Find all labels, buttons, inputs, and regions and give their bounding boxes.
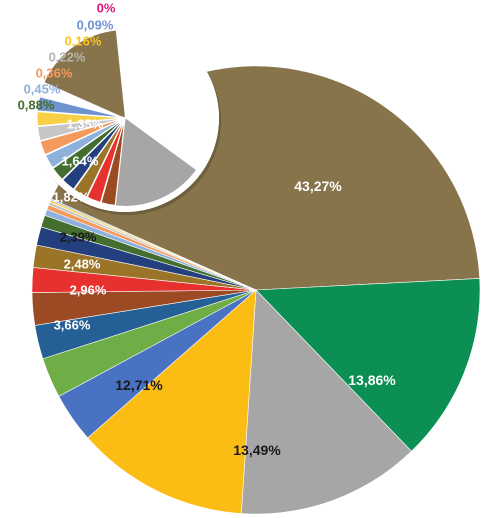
data-label: 12,71% bbox=[115, 377, 163, 393]
data-label: 0,45% bbox=[24, 82, 61, 97]
zoom-slice-continuation bbox=[44, 30, 125, 119]
main-pie bbox=[31, 65, 481, 515]
data-label: 2,96% bbox=[70, 283, 107, 298]
data-label: 13,86% bbox=[348, 372, 396, 388]
data-label: 1,35% bbox=[67, 117, 104, 132]
data-label: 0,09% bbox=[77, 18, 114, 33]
data-label: 2,39% bbox=[60, 230, 97, 245]
zoom-inset bbox=[31, 24, 221, 215]
data-label: 0,36% bbox=[36, 66, 73, 81]
data-labels: 43,27% 13,86% 13,49% 12,71% 3,66% 2,96% 2,48% 2… bbox=[18, 1, 397, 459]
zoom-slice bbox=[39, 94, 126, 119]
pie-slice bbox=[255, 278, 481, 452]
data-label: 1,82% bbox=[53, 190, 90, 205]
data-label: 2,48% bbox=[64, 257, 101, 272]
data-label: 0,88% bbox=[18, 98, 55, 113]
data-label: 13,49% bbox=[233, 442, 281, 458]
data-label: 3,66% bbox=[54, 318, 91, 333]
data-label: 0% bbox=[97, 1, 116, 16]
pie-slice bbox=[240, 289, 412, 515]
data-label: 0,16% bbox=[65, 34, 102, 49]
data-label: 0,22% bbox=[49, 50, 86, 65]
data-label: 1,64% bbox=[62, 154, 99, 169]
data-label: 43,27% bbox=[294, 178, 342, 194]
zoom-slice-continuation bbox=[115, 118, 197, 207]
pie-slice bbox=[87, 289, 257, 514]
zoom-ring bbox=[31, 24, 219, 212]
pie-slice bbox=[50, 198, 257, 291]
